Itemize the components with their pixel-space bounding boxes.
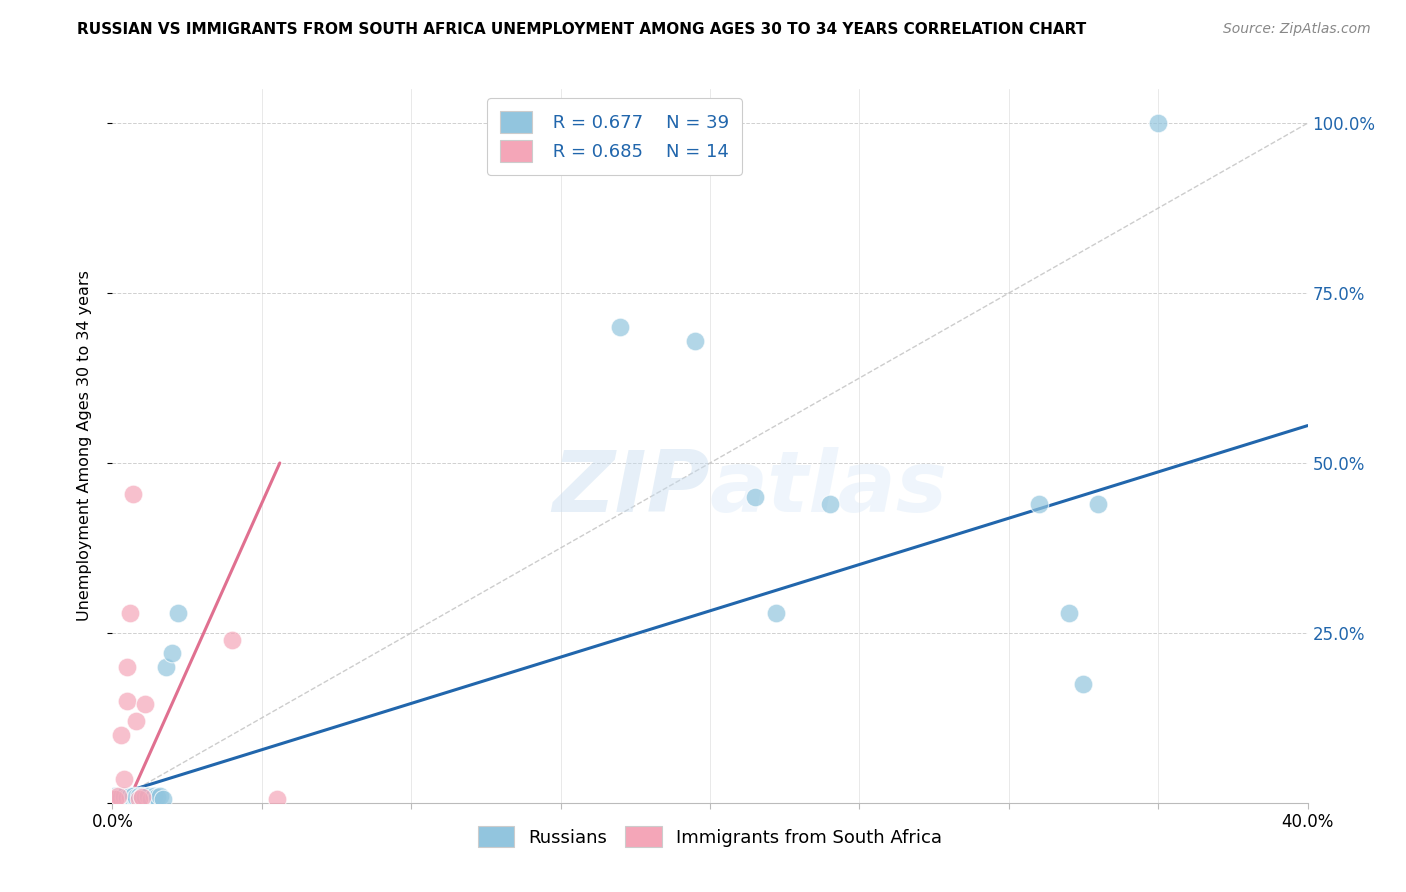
- Point: [125, 790, 148, 805]
- Point: [609, 320, 631, 334]
- Point: [122, 792, 145, 806]
- Point: [146, 790, 169, 805]
- Point: [110, 728, 132, 742]
- Point: [818, 497, 841, 511]
- Y-axis label: Unemployment Among Ages 30 to 34 years: Unemployment Among Ages 30 to 34 years: [77, 270, 91, 622]
- Point: [744, 490, 766, 504]
- Text: RUSSIAN VS IMMIGRANTS FROM SOUTH AFRICA UNEMPLOYMENT AMONG AGES 30 TO 34 YEARS C: RUSSIAN VS IMMIGRANTS FROM SOUTH AFRICA …: [77, 22, 1087, 37]
- Point: [221, 632, 243, 647]
- Point: [167, 606, 190, 620]
- Point: [134, 698, 156, 712]
- Point: [141, 792, 163, 806]
- Point: [1147, 116, 1170, 130]
- Point: [120, 792, 142, 806]
- Point: [143, 789, 166, 803]
- Point: [120, 789, 142, 803]
- Point: [128, 789, 150, 803]
- Point: [117, 694, 139, 708]
- Point: [122, 486, 145, 500]
- Text: Source: ZipAtlas.com: Source: ZipAtlas.com: [1223, 22, 1371, 37]
- Point: [149, 789, 172, 803]
- Point: [134, 790, 156, 805]
- Point: [122, 789, 145, 803]
- Point: [110, 790, 132, 805]
- Point: [107, 790, 129, 805]
- Point: [1028, 497, 1050, 511]
- Point: [114, 792, 135, 806]
- Point: [125, 714, 148, 729]
- Point: [131, 790, 153, 805]
- Point: [104, 792, 127, 806]
- Point: [117, 792, 139, 806]
- Point: [104, 789, 127, 803]
- Point: [765, 606, 787, 620]
- Text: atlas: atlas: [710, 447, 948, 531]
- Point: [107, 792, 129, 806]
- Point: [131, 789, 153, 803]
- Point: [114, 772, 135, 786]
- Point: [125, 792, 148, 806]
- Point: [266, 792, 288, 806]
- Point: [683, 334, 706, 348]
- Point: [138, 789, 160, 803]
- Point: [131, 792, 153, 806]
- Point: [1073, 677, 1095, 691]
- Point: [162, 646, 183, 660]
- Text: ZIP: ZIP: [553, 447, 710, 531]
- Point: [107, 789, 129, 803]
- Point: [110, 792, 132, 806]
- Point: [117, 790, 139, 805]
- Point: [120, 606, 142, 620]
- Point: [152, 792, 174, 806]
- Point: [128, 792, 150, 806]
- Point: [114, 789, 135, 803]
- Point: [1057, 606, 1080, 620]
- Point: [1087, 497, 1109, 511]
- Point: [155, 660, 177, 674]
- Point: [104, 792, 127, 806]
- Legend: Russians, Immigrants from South Africa: Russians, Immigrants from South Africa: [471, 819, 949, 855]
- Point: [117, 660, 139, 674]
